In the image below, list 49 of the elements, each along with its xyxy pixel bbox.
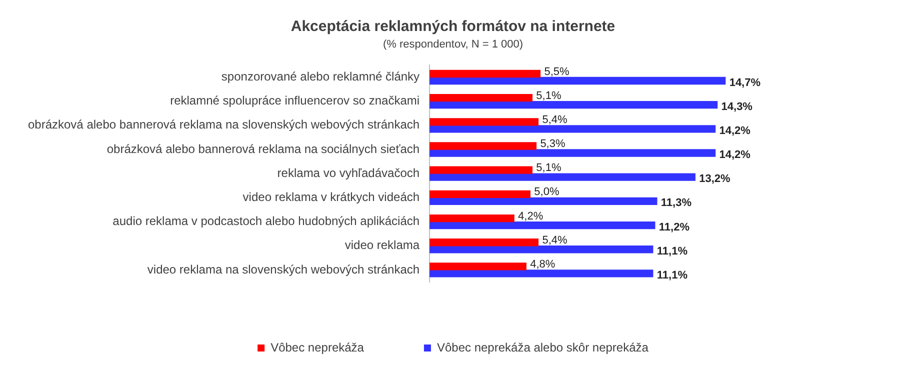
legend-label: Vôbec neprekáža [270,340,364,354]
bar [430,214,514,222]
bar [430,76,726,85]
chart-subtitle: (% respondentov, N = 1 000) [382,38,524,51]
y-tick-label: reklama vo vyhľadávačoch [277,166,420,180]
bar [430,70,541,78]
bar [430,238,539,246]
bar [430,270,654,278]
bar [430,166,532,174]
data-label: 5,3% [540,138,566,150]
y-tick-label: obrázková alebo bannerová reklama na sociálnych sieťach [106,142,420,156]
data-label: 5,1% [536,162,562,174]
y-tick-label: video reklama [344,238,420,252]
bar [430,125,716,133]
bar [430,149,716,157]
data-label: 5,4% [542,234,568,246]
data-label: 5,0% [534,186,560,198]
bar [430,142,537,150]
y-tick-label: video reklama v krátkych videách [242,190,420,204]
bar [430,246,654,254]
y-tick-label: video reklama na slovenských webových stránkach [147,262,420,276]
data-label: 14,3% [721,100,753,113]
data-label: 14,2% [719,149,751,162]
data-label: 4,2% [518,210,544,222]
data-label: 4,8% [530,258,556,270]
data-label: 11,1% [656,269,688,282]
data-label: 11,3% [660,197,692,210]
bar [430,197,658,206]
y-tick-label: sponzorované alebo reklamné články [221,70,420,84]
y-tick-label: audio reklama v podcastoch alebo hudobných aplikáciách [112,214,420,228]
data-label: 5,5% [544,66,570,78]
y-tick-label: obrázková alebo bannerová reklama na slovenských webových stránkach [28,118,420,132]
chart-title: Akceptácia reklamných formátov na internete [290,18,616,36]
bar [430,190,530,198]
data-label: 14,7% [729,76,761,89]
data-label: 11,2% [658,221,690,234]
bar [430,94,532,102]
bar [430,262,526,270]
data-label: 14,2% [719,124,751,137]
bar [430,221,656,230]
bar [430,173,696,181]
legend-label: Vôbec neprekáža alebo skôr neprekáža [436,340,649,354]
data-label: 5,4% [542,114,568,126]
data-label: 5,1% [536,90,562,102]
data-label: 13,2% [699,173,731,186]
data-label: 11,1% [656,245,688,258]
bar [430,118,539,126]
y-tick-label: reklamné spolupráce influencerov so značkami [170,94,420,108]
bar [430,101,718,109]
